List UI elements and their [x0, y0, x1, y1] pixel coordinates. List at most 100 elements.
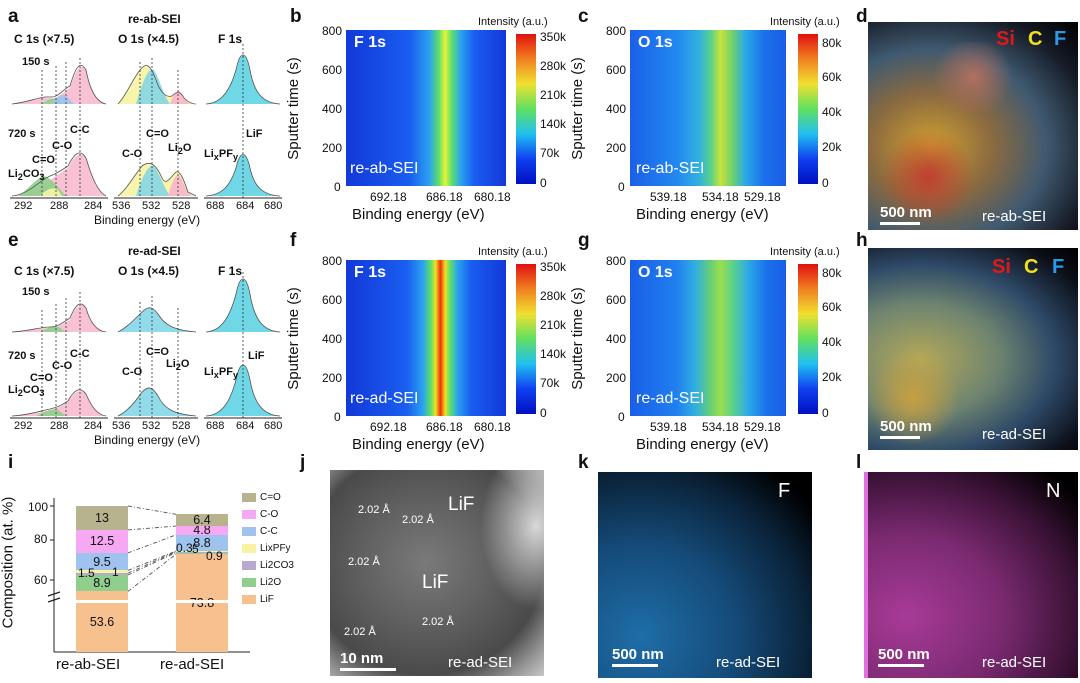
sample-label: re-ad-SEI	[448, 654, 513, 671]
scale-label: 500 nm	[880, 418, 932, 435]
heatmap-xlabel: Binding energy (eV)	[636, 206, 769, 223]
panel-label-c: c	[578, 6, 589, 27]
bar-segment-c-o: 4.8	[176, 523, 228, 537]
ytick-200: 200	[606, 371, 627, 385]
eds-map-h: Si C F 500 nm re-ad-SEI	[868, 248, 1078, 450]
legend-label: C=O	[260, 492, 281, 503]
xps-panel-ad: re-ad-SEI C 1s (×7.5) O 1s (×4.5) F 1s 1…	[0, 232, 290, 457]
colorbar-b	[516, 34, 536, 184]
xtick-2: 534.18	[702, 420, 739, 434]
tick-c-288: 288	[50, 420, 69, 432]
legend-item-li2o: Li2O	[242, 577, 281, 588]
axis-break-gap	[76, 600, 128, 603]
c1s-header: C 1s (×7.5)	[14, 264, 75, 278]
cbar-tick-0: 0	[822, 406, 829, 420]
bar-segment-lixpfy	[176, 551, 228, 553]
o1s-720s-spectrum	[117, 387, 197, 417]
cbar-title: Intensity (a.u.)	[770, 16, 840, 28]
heatmap-ylabel: Sputter time (s)	[568, 287, 586, 390]
bar-value-label-li2o: 0.9	[206, 548, 223, 563]
legend-label: Li2O	[260, 577, 282, 588]
lif-label: LiF	[422, 572, 449, 593]
c-label: C	[1028, 28, 1043, 50]
si-label: Si	[996, 28, 1015, 50]
colorbar-g	[798, 264, 818, 414]
tick-o-536: 536	[112, 420, 131, 432]
bar-value-label-li2co3: 5	[192, 541, 199, 556]
peak-co-label: C-O	[52, 360, 73, 372]
peak-cc-label: C-C	[70, 348, 90, 360]
scale-bar	[340, 668, 396, 671]
xtick-1: 539.18	[650, 420, 687, 434]
bar-segment-li2o: 8.9	[76, 575, 128, 592]
tick-c-284: 284	[84, 420, 103, 432]
panel-label-e: e	[8, 230, 19, 251]
bar-segment-lif: 73.8	[176, 554, 228, 652]
tick-o-528: 528	[172, 420, 191, 432]
xtick-1: 692.18	[370, 190, 407, 204]
c1s-150s-spectrum	[11, 64, 107, 105]
bar-value-label-lixpfy: 1.5	[78, 566, 95, 581]
o1s-header: O 1s (×4.5)	[118, 32, 180, 46]
panel-label-h: h	[856, 230, 868, 251]
peak-ceqo-label: C=O	[32, 154, 55, 166]
ytick-0: 0	[334, 180, 341, 194]
ytick-200: 200	[322, 141, 343, 155]
ytick-0: 0	[618, 410, 625, 424]
cbar-tick-20k: 20k	[822, 370, 842, 384]
heatmap-g-image	[630, 260, 786, 416]
xps-panel-ab: re-ab-SEI C 1s (×7.5) O 1s (×4.5) F 1s 1…	[0, 0, 290, 227]
xps-title: re-ab-SEI	[128, 12, 181, 26]
bar-segment-lixpfy	[76, 570, 128, 574]
heatmap-xlabel: Binding energy (eV)	[352, 206, 485, 223]
f1s-header: F 1s	[218, 264, 243, 278]
c-label: C	[1024, 256, 1039, 278]
peak-li2co3-label: Li2CO3	[8, 168, 45, 183]
c1s-header: C 1s (×7.5)	[14, 32, 75, 46]
cbar-tick-70k: 70k	[540, 376, 560, 390]
xps-spectra-ad	[10, 272, 282, 419]
axis-break-mark	[47, 597, 61, 603]
cbar-tick-350k: 350k	[540, 260, 567, 274]
scale-label: 500 nm	[878, 646, 930, 663]
eds-map-d: Si C F 500 nm re-ab-SEI	[868, 22, 1078, 230]
ytick-600: 600	[606, 293, 627, 307]
heatmap-xlabel: Binding energy (eV)	[352, 436, 485, 453]
ytick-800: 800	[606, 24, 627, 38]
panel-label-k: k	[578, 452, 589, 473]
heatmap-ylabel: Sputter time (s)	[568, 57, 586, 160]
c1s-150s-spectrum	[11, 303, 107, 333]
sample-label: re-ab-SEI	[982, 208, 1047, 225]
scale-bar	[880, 222, 920, 225]
lattice-label: 2.02 Å	[422, 616, 454, 628]
cbar-tick-20k: 20k	[822, 140, 842, 154]
cbar-tick-40k: 40k	[822, 105, 842, 119]
sample-label: re-ad-SEI	[982, 654, 1047, 671]
axis-break-gap	[176, 600, 228, 603]
legend-label: LixPFy	[260, 543, 291, 554]
connector-lif	[127, 553, 177, 592]
heatmap-c-image	[630, 30, 786, 186]
cbar-tick-140k: 140k	[540, 117, 567, 131]
cbar-tick-70k: 70k	[540, 146, 560, 160]
legend-swatch	[242, 510, 256, 519]
connector-c-o	[127, 505, 177, 515]
ytick-400: 400	[322, 102, 343, 116]
lattice-label: 2.02 Å	[348, 556, 380, 568]
heatmap-panel-f: F 1s re-ad-SEI 800 600 400 200 0 692.18 …	[285, 230, 578, 460]
bar-value-label-lixpfy: 0.3	[176, 541, 193, 556]
heatmap-b-image	[346, 30, 506, 186]
peak-o-co-label: C-O	[122, 366, 143, 378]
cbar-tick-60k: 60k	[822, 70, 842, 84]
legend-swatch	[242, 544, 256, 553]
heatmap-sample-label: re-ad-SEI	[636, 390, 705, 407]
scale-bar	[880, 436, 920, 439]
f1s-720s-spectrum	[205, 154, 281, 197]
legend-swatch	[242, 561, 256, 570]
xps-spectra-ab	[10, 44, 282, 199]
ytick-800: 800	[322, 24, 343, 38]
sample-label: re-ad-SEI	[982, 426, 1047, 443]
heatmap-ylabel: Sputter time (s)	[284, 57, 302, 160]
ytick-100: 100	[28, 500, 49, 514]
legend-item-lif: LiF	[242, 594, 274, 605]
